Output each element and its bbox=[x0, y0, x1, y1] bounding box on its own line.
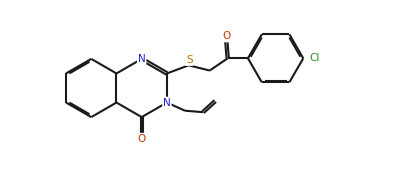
Text: O: O bbox=[222, 32, 230, 42]
Text: Cl: Cl bbox=[310, 53, 320, 63]
Text: N: N bbox=[138, 54, 146, 64]
Text: O: O bbox=[137, 134, 146, 144]
Text: N: N bbox=[163, 98, 171, 108]
Text: S: S bbox=[186, 55, 193, 65]
